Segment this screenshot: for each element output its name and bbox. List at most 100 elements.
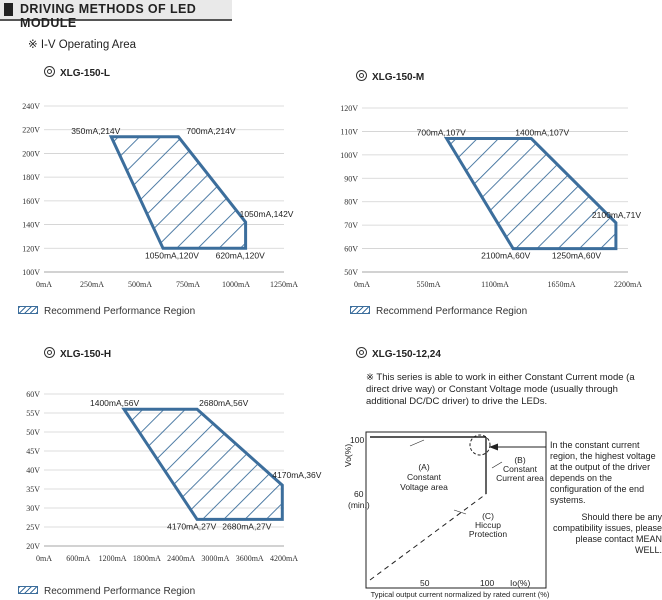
y-tick-label: 35V (26, 485, 40, 494)
region-a-1: (A) (418, 462, 430, 472)
x-tick-label: 1250mA (270, 280, 298, 289)
point-label: 4170mA,27V (167, 521, 216, 531)
hatch-swatch-icon (18, 306, 38, 314)
cc-region-note: In the constant current region, the high… (550, 440, 656, 505)
x-tick-label: 1100mA (481, 280, 509, 289)
region-c-3: Protection (469, 529, 508, 539)
leader-c (453, 509, 467, 515)
point-label: 700mA,107V (417, 127, 466, 137)
y-tick-label: 70V (344, 221, 358, 230)
section-title: DRIVING METHODS OF LED MODULE (20, 2, 197, 30)
chart-title-h: XLG-150-H (44, 347, 111, 360)
y-tick-label: 50V (344, 268, 358, 277)
x-tick-label: 0mA (36, 554, 52, 563)
x-tick-label: 250mA (80, 280, 104, 289)
x-tick-label: 1650mA (548, 280, 576, 289)
y-axis-label: Vo(%) (343, 444, 353, 467)
y-tick-label: 45V (26, 447, 40, 456)
hatch-swatch-icon (350, 306, 370, 314)
bullet-icon (44, 347, 55, 358)
section-header: DRIVING METHODS OF LED MODULE (0, 0, 232, 30)
y-tick-label: 60V (344, 245, 358, 254)
x-axis-label: Io(%) (510, 578, 530, 588)
x-tick-label: 3000mA (201, 554, 229, 563)
compatibility-note: Should there be any compatibility issues… (552, 512, 662, 555)
y-tick-label: 55V (26, 409, 40, 418)
bullet-icon (356, 347, 367, 358)
y-tick-60: 60 (354, 489, 364, 499)
point-label: 2100mA,71V (592, 210, 641, 220)
chart-title-m: XLG-150-M (356, 70, 424, 83)
y-tick-label: 110V (341, 127, 359, 136)
point-label: 350mA,214V (71, 126, 120, 136)
y-tick-label: 90V (344, 174, 358, 183)
y-tick-label: 60V (26, 390, 40, 399)
bullet-icon (356, 70, 367, 81)
y-tick-min: (min.) (348, 500, 370, 510)
y-tick-label: 30V (26, 504, 40, 513)
y-tick-label: 50V (26, 428, 40, 437)
x-tick-label: 1200mA (99, 554, 127, 563)
y-tick-label: 40V (26, 466, 40, 475)
leader-b (491, 461, 503, 469)
operating-region (443, 137, 618, 251)
y-tick-label: 160V (22, 197, 40, 206)
subtitle: ※ I-V Operating Area (28, 39, 137, 51)
region-b-2: Constant (503, 464, 538, 474)
y-tick-label: 100V (340, 151, 358, 160)
x-tick-label: 2400mA (167, 554, 195, 563)
x-tick-label: 1000mA (222, 280, 250, 289)
point-label: 1400mA,56V (90, 398, 139, 408)
point-label: 4170mA,36V (272, 470, 321, 480)
y-tick-label: 100V (22, 268, 40, 277)
point-label: 2680mA,56V (199, 398, 248, 408)
x-tick-100: 100 (480, 578, 494, 588)
diagram-footer: Typical output current normalized by rat… (371, 590, 550, 599)
region-a-3: Voltage area (400, 482, 448, 492)
diagram-frame (365, 431, 547, 589)
region-a-2: Constant (407, 472, 442, 482)
highlight-circle (469, 434, 491, 456)
chart-title-l: XLG-150-L (44, 66, 110, 79)
region-b-1: (B) (514, 455, 526, 465)
point-label: 1250mA,60V (552, 251, 601, 261)
diagram-title: XLG-150-12,24 (356, 347, 441, 360)
y-tick-label: 180V (22, 173, 40, 182)
point-label: 1050mA,120V (145, 250, 199, 260)
region-b-3: Current area (496, 473, 544, 483)
point-label: 700mA,214V (186, 126, 235, 136)
operating-region (121, 407, 284, 521)
point-label: 1050mA,142V (240, 209, 294, 219)
x-tick-label: 1800mA (133, 554, 161, 563)
hatch-swatch-icon (18, 586, 38, 594)
x-tick-50: 50 (420, 578, 430, 588)
x-tick-label: 750mA (176, 280, 200, 289)
bullet-icon (44, 66, 55, 77)
legend-l: Recommend Performance Region (18, 306, 195, 317)
point-label: 2680mA,27V (222, 521, 271, 531)
leader-a (409, 439, 425, 447)
x-tick-label: 0mA (36, 280, 52, 289)
y-tick-label: 20V (26, 542, 40, 551)
y-tick-label: 240V (22, 102, 40, 111)
y-tick-label: 80V (344, 198, 358, 207)
point-label: 1400mA,107V (515, 127, 569, 137)
point-label: 2100mA,60V (481, 251, 530, 261)
x-tick-label: 3600mA (236, 554, 264, 563)
x-tick-label: 2200mA (614, 280, 642, 289)
y-tick-label: 120V (340, 104, 358, 113)
x-tick-label: 500mA (128, 280, 152, 289)
operating-region (108, 135, 248, 250)
y-tick-label: 140V (22, 221, 40, 230)
y-tick-label: 25V (26, 523, 40, 532)
legend-m: Recommend Performance Region (350, 306, 527, 317)
region-c-1: (C) (482, 511, 494, 521)
y-tick-label: 220V (22, 126, 40, 135)
x-tick-label: 600mA (66, 554, 90, 563)
y-tick-100: 100 (350, 435, 364, 445)
x-tick-label: 4200mA (270, 554, 298, 563)
mode-description: ※ This series is able to work in either … (366, 372, 635, 407)
x-tick-label: 550mA (417, 280, 441, 289)
